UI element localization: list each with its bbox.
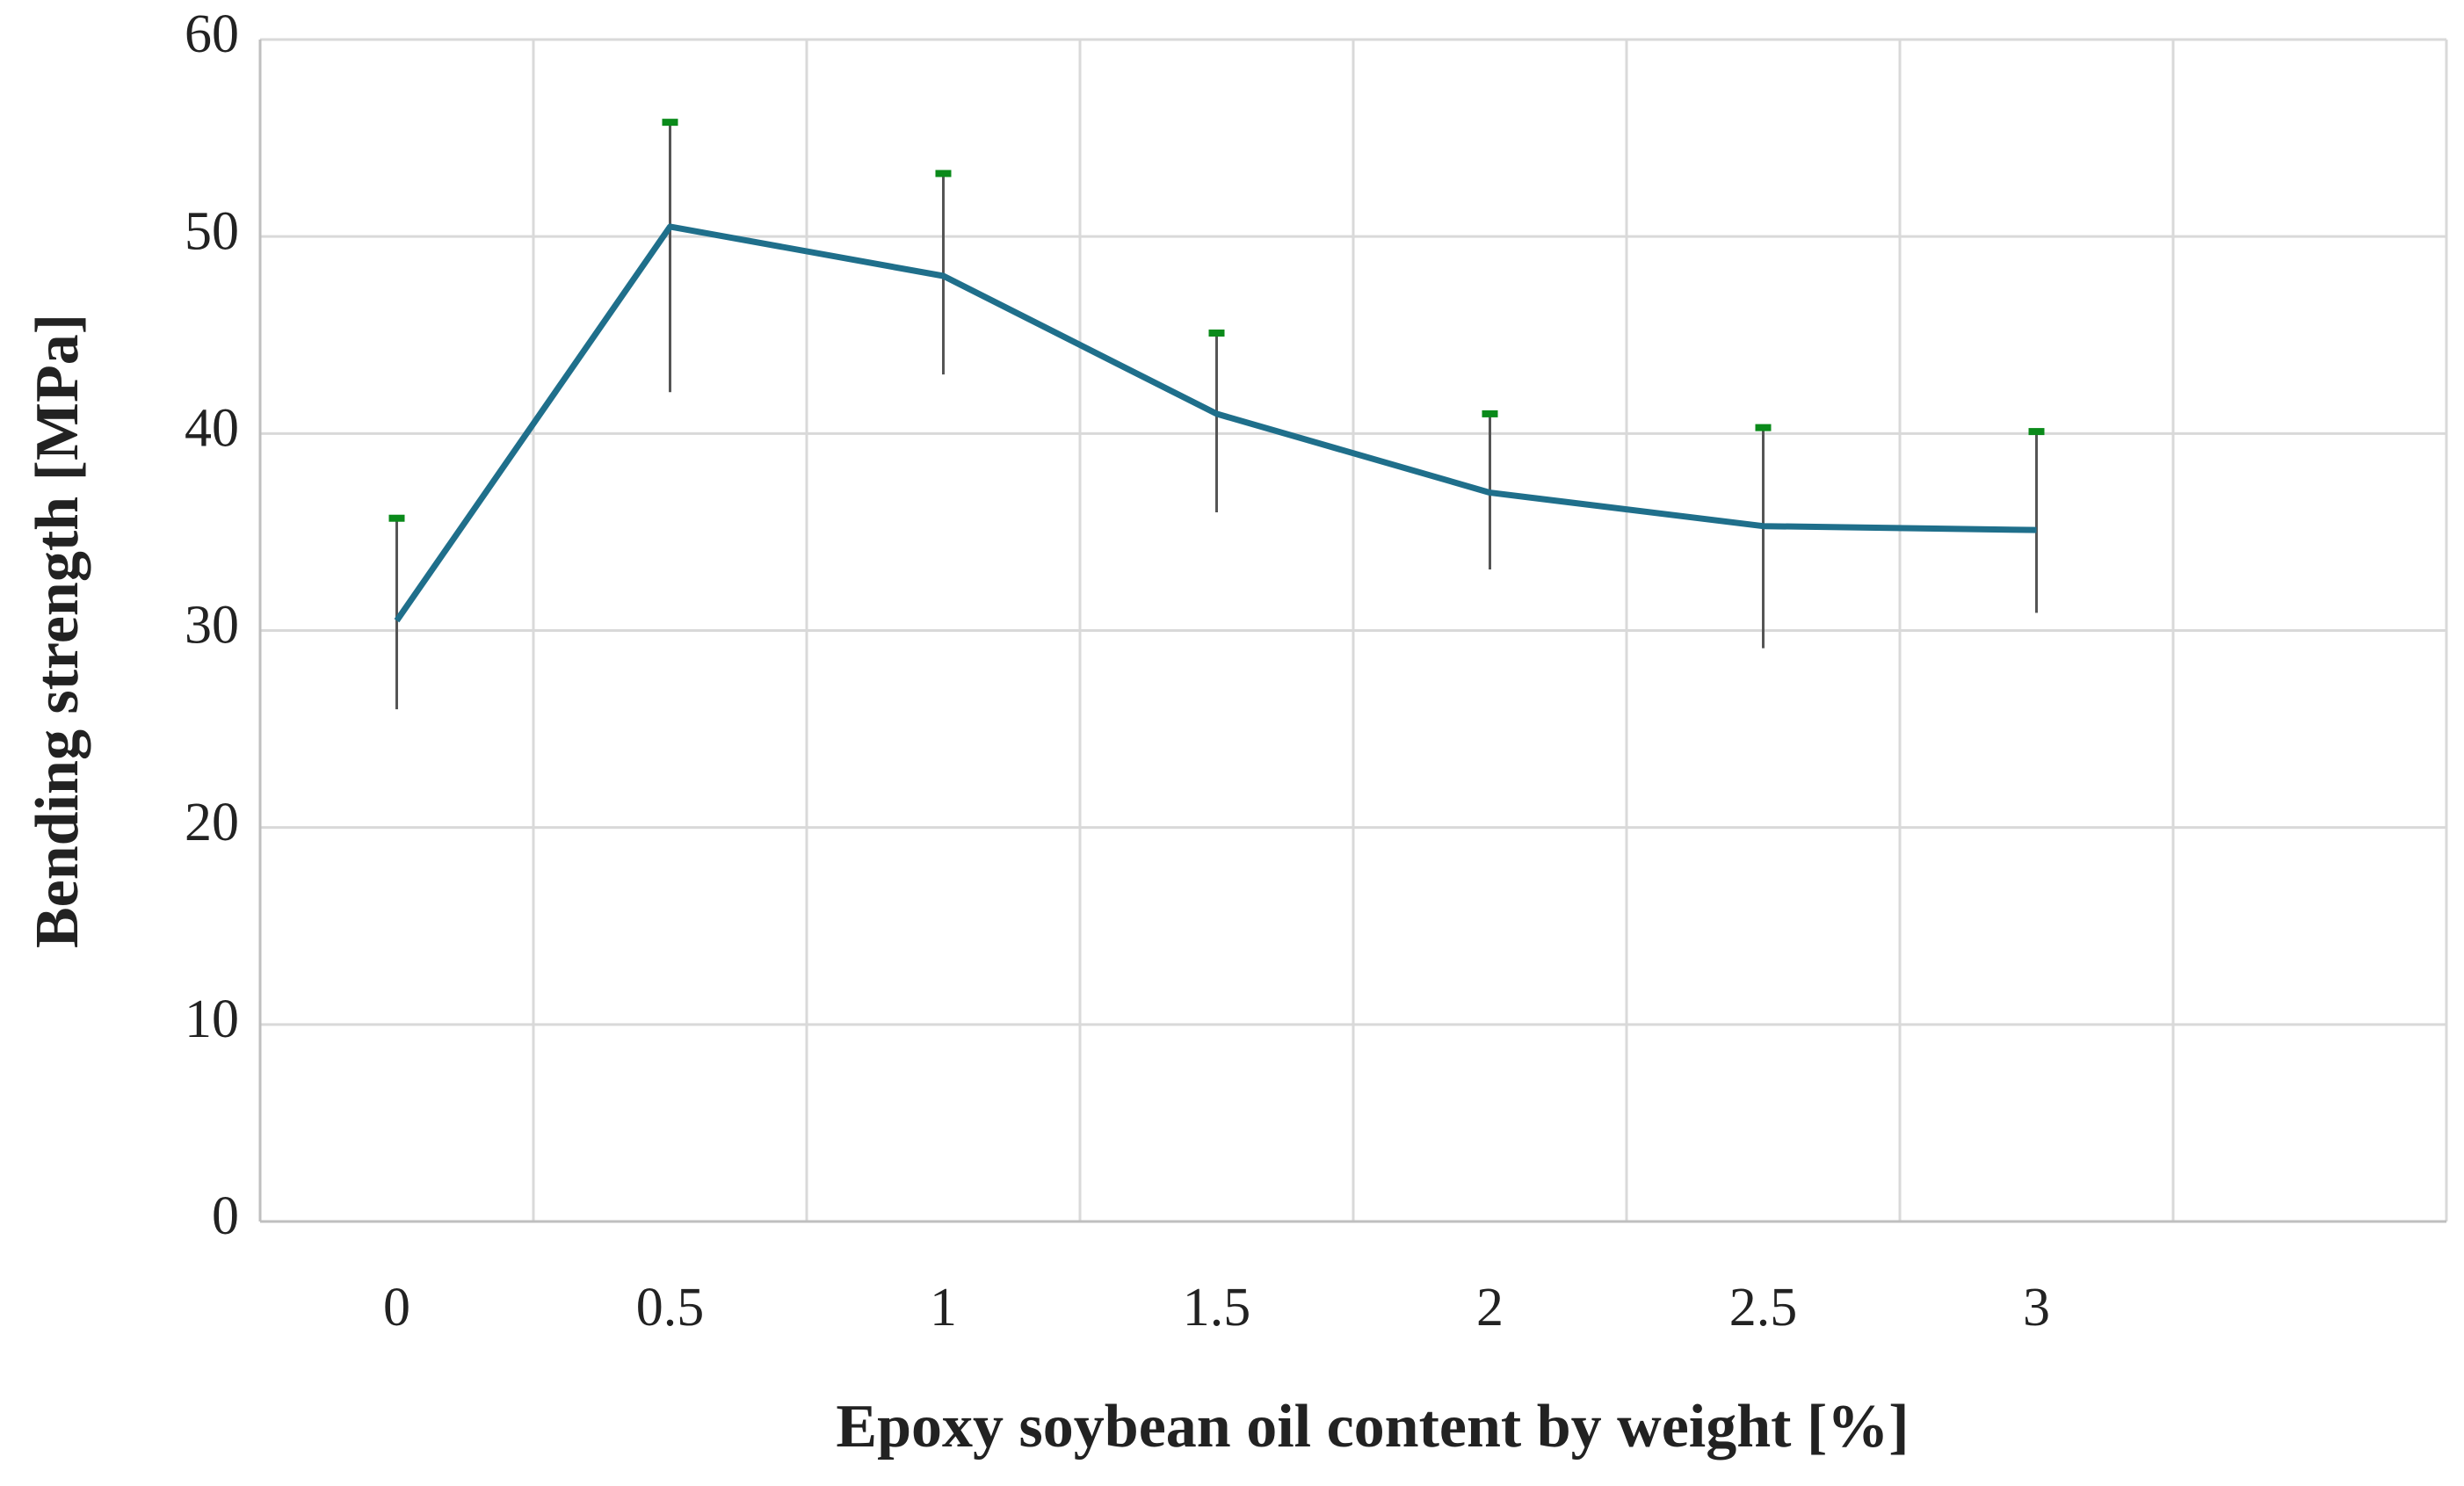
y-tick-label: 10 (185, 989, 239, 1049)
x-tick-label: 3 (2023, 1278, 2050, 1337)
y-tick-label: 20 (185, 793, 239, 852)
x-tick-label: 0.5 (636, 1278, 705, 1337)
x-tick-label: 1 (930, 1278, 957, 1337)
error-cap (1208, 330, 1225, 337)
y-tick-label: 30 (185, 596, 239, 656)
x-tick-label: 2 (1476, 1278, 1504, 1337)
error-cap (662, 119, 678, 127)
x-tick-label: 0 (383, 1278, 410, 1337)
y-axis-title: Bending strength [MPa] (24, 314, 91, 948)
y-tick-label: 60 (185, 4, 239, 64)
x-axis-title: Epoxy soybean oil content by weight [%] (836, 1393, 1909, 1461)
error-cap (1482, 410, 1498, 417)
error-cap (388, 514, 405, 522)
y-tick-label: 40 (185, 399, 239, 459)
error-cap (2028, 428, 2045, 436)
y-tick-label: 0 (212, 1186, 239, 1246)
x-tick-label: 1.5 (1183, 1278, 1251, 1337)
error-cap (1755, 424, 1772, 431)
error-cap (935, 170, 952, 178)
y-tick-label: 50 (185, 201, 239, 261)
x-tick-label: 2.5 (1729, 1278, 1798, 1337)
data-line (394, 223, 2037, 623)
